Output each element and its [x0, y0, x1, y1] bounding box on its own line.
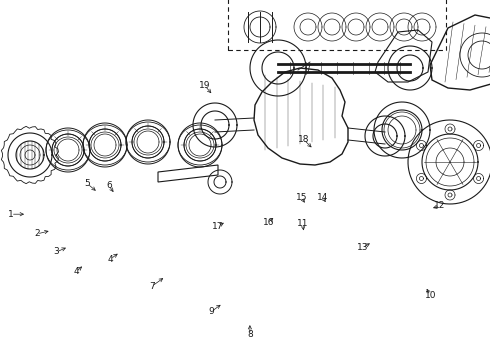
Text: 4: 4 [73, 267, 79, 276]
Text: 15: 15 [295, 193, 307, 202]
Text: 12: 12 [434, 201, 446, 210]
Text: 11: 11 [297, 219, 309, 228]
Text: 18: 18 [298, 135, 310, 144]
Text: 17: 17 [212, 222, 224, 231]
Text: 10: 10 [424, 291, 436, 300]
Text: 7: 7 [149, 282, 155, 291]
Text: 14: 14 [317, 193, 328, 202]
Text: 6: 6 [106, 181, 112, 190]
Text: 19: 19 [199, 81, 211, 90]
Text: 8: 8 [247, 330, 253, 339]
Text: 5: 5 [84, 179, 90, 188]
Text: 3: 3 [53, 248, 59, 256]
Text: 4: 4 [107, 255, 113, 264]
Text: 2: 2 [34, 230, 40, 239]
Text: 16: 16 [263, 218, 274, 227]
Text: 9: 9 [209, 307, 215, 316]
Text: 13: 13 [357, 243, 368, 252]
Text: 1: 1 [8, 210, 14, 219]
